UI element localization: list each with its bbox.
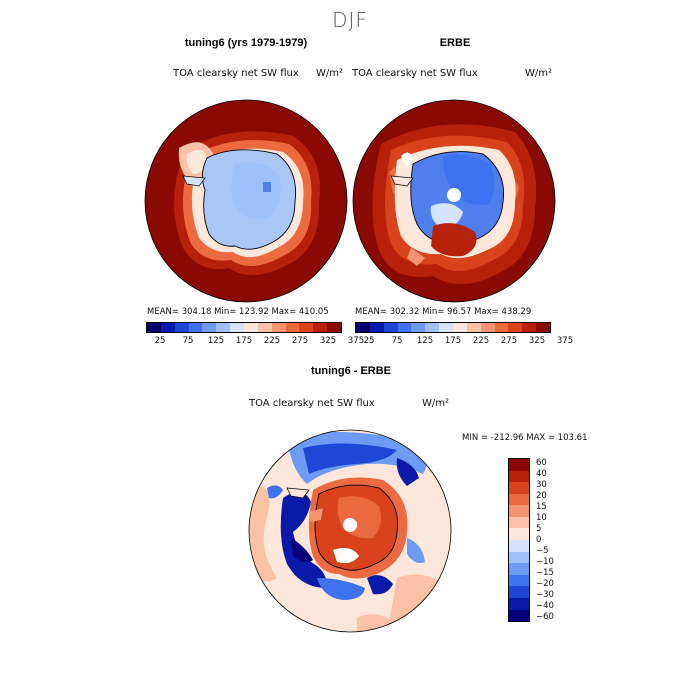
panel3-colorbar-swatch — [509, 551, 529, 564]
panel2-colorbar-swatch — [522, 323, 537, 332]
panel2-colorbar-swatch — [480, 323, 495, 332]
panel3-stats: MIN = -212.96 MAX = 103.61 — [462, 433, 588, 443]
panel1-colorbar-swatch — [327, 323, 342, 332]
panel3-title: tuning6 - ERBE — [310, 365, 392, 377]
panel3-colorbar-swatch — [509, 505, 529, 517]
season-title: DJF — [332, 8, 368, 32]
panel3-colorbar-swatch — [509, 528, 529, 541]
panel2-colorbar — [355, 322, 551, 333]
panel1-colorbar-tick-label: 25 — [154, 336, 166, 346]
panel3-colorbar-tick-label: 30 — [536, 480, 547, 491]
panel2-colorbar-tick-label: 125 — [416, 336, 434, 346]
panel1-colorbar-swatch — [147, 323, 161, 332]
panel3-colorbar-tick-label: −40 — [536, 600, 554, 611]
panel2-colorbar-tick-label: 75 — [391, 336, 403, 346]
panel3-colorbar-tick-label: 10 — [536, 513, 547, 524]
panel2-colorbar-swatch — [356, 323, 370, 332]
panel3-colorbar-swatch — [509, 493, 529, 506]
panel3-colorbar-ticks: 60 40 30 20 15 10 5 0 −5 −10 −15 −20 −30 −40 −60 — [536, 458, 576, 622]
panel2-colorbar-swatch — [425, 323, 440, 332]
panel3-colorbar-swatch — [509, 459, 529, 471]
panel2-colorbar-swatch — [411, 323, 426, 332]
panel1-colorbar — [146, 322, 342, 333]
panel1-colorbar-swatch — [174, 323, 189, 332]
panel3-colorbar — [508, 458, 530, 622]
panel1-colorbar-swatch — [230, 323, 245, 332]
panel2-stats: MEAN= 302.32 Min= 96.57 Max= 438.29 — [355, 307, 532, 317]
panel1-colorbar-tick-label: 275 — [291, 336, 309, 346]
panel3-colorbar-swatch — [509, 574, 529, 587]
panel3-colorbar-swatch — [509, 597, 529, 610]
panel3-colorbar-tick-label: 60 — [536, 458, 547, 469]
panel3-colorbar-tick-label: −10 — [536, 556, 554, 567]
panel1-colorbar-tick-label: 375 — [347, 336, 365, 346]
panel2-colorbar-swatch — [494, 323, 509, 332]
panel3-colorbar-tick-label: −15 — [536, 567, 554, 578]
panel3-colorbar-tick-label: −5 — [536, 545, 549, 556]
panel3-colorbar-swatch — [509, 482, 529, 494]
panel3-colorbar-swatch — [509, 540, 529, 552]
panel1-colorbar-swatch — [202, 323, 217, 332]
panel3-colorbar-tick-label: −30 — [536, 589, 554, 600]
panel1-colorbar-swatch — [244, 323, 258, 332]
panel3-colorbar-tick-label: 40 — [536, 469, 547, 480]
panel3-colorbar-swatch — [509, 609, 529, 622]
panel3-colorbar-tick-label: 15 — [536, 502, 547, 513]
panel2-colorbar-swatch — [383, 323, 398, 332]
panel2-colorbar-tick-label: 375 — [556, 336, 574, 346]
panel2-colorbar-swatch — [508, 323, 523, 332]
panel3-colorbar-swatch — [509, 470, 529, 483]
panel3-colorbar-tick-label: −60 — [536, 611, 554, 622]
panel2-units: W/m² — [525, 68, 553, 79]
panel1-colorbar-swatch — [257, 323, 272, 332]
panel3-variable-label: TOA clearsky net SW flux — [249, 398, 375, 409]
panel3-colorbar-tick-label: −20 — [536, 578, 554, 589]
panel3-colorbar-tick-label: 20 — [536, 491, 547, 502]
panel3-colorbar-swatch — [509, 563, 529, 575]
panel1-colorbar-swatch — [313, 323, 328, 332]
panel1-map — [144, 99, 348, 303]
panel2-colorbar-tick-label: 275 — [500, 336, 518, 346]
panel2-colorbar-swatch — [536, 323, 551, 332]
panel2-colorbar-tick-label: 25 — [363, 336, 375, 346]
panel1-colorbar-ticks: 25 75 125 175 225 275 325 375 — [146, 336, 365, 348]
panel1-colorbar-tick-label: 125 — [207, 336, 225, 346]
panel1-title: tuning6 (yrs 1979-1979) — [184, 37, 308, 49]
panel3-colorbar-tick-label: 5 — [536, 524, 542, 535]
panel1-colorbar-swatch — [285, 323, 300, 332]
panel3-units: W/m² — [422, 398, 450, 409]
panel2-colorbar-tick-label: 225 — [472, 336, 490, 346]
panel2-variable-label: TOA clearsky net SW flux — [352, 68, 478, 79]
panel1-colorbar-tick-label: 75 — [182, 336, 194, 346]
panel2-colorbar-tick-label: 175 — [444, 336, 462, 346]
panel2-map — [352, 99, 556, 303]
panel1-units: W/m² — [316, 68, 344, 79]
panel2-colorbar-swatch — [439, 323, 454, 332]
panel3-colorbar-swatch — [509, 586, 529, 598]
panel3-map — [248, 429, 452, 633]
panel2-title: ERBE — [439, 37, 471, 49]
panel1-stats: MEAN= 304.18 Min= 123.92 Max= 410.05 — [147, 307, 329, 317]
panel2-colorbar-swatch — [397, 323, 412, 332]
panel1-colorbar-tick-label: 225 — [263, 336, 281, 346]
panel1-variable-label: TOA clearsky net SW flux — [173, 68, 299, 79]
panel1-colorbar-swatch — [299, 323, 314, 332]
panel1-colorbar-swatch — [216, 323, 231, 332]
panel1-colorbar-tick-label: 175 — [235, 336, 253, 346]
panel3-colorbar-swatch — [509, 516, 529, 529]
panel2-colorbar-swatch — [466, 323, 481, 332]
panel1-colorbar-swatch — [271, 323, 286, 332]
panel1-colorbar-swatch — [160, 323, 175, 332]
panel2-colorbar-swatch — [453, 323, 467, 332]
panel1-colorbar-swatch — [188, 323, 203, 332]
panel3-colorbar-tick-label: 0 — [536, 535, 542, 545]
panel2-colorbar-tick-label: 325 — [528, 336, 546, 346]
panel2-colorbar-ticks: 25 75 125 175 225 275 325 375 — [355, 336, 574, 348]
panel1-colorbar-tick-label: 325 — [319, 336, 337, 346]
panel2-colorbar-swatch — [369, 323, 384, 332]
